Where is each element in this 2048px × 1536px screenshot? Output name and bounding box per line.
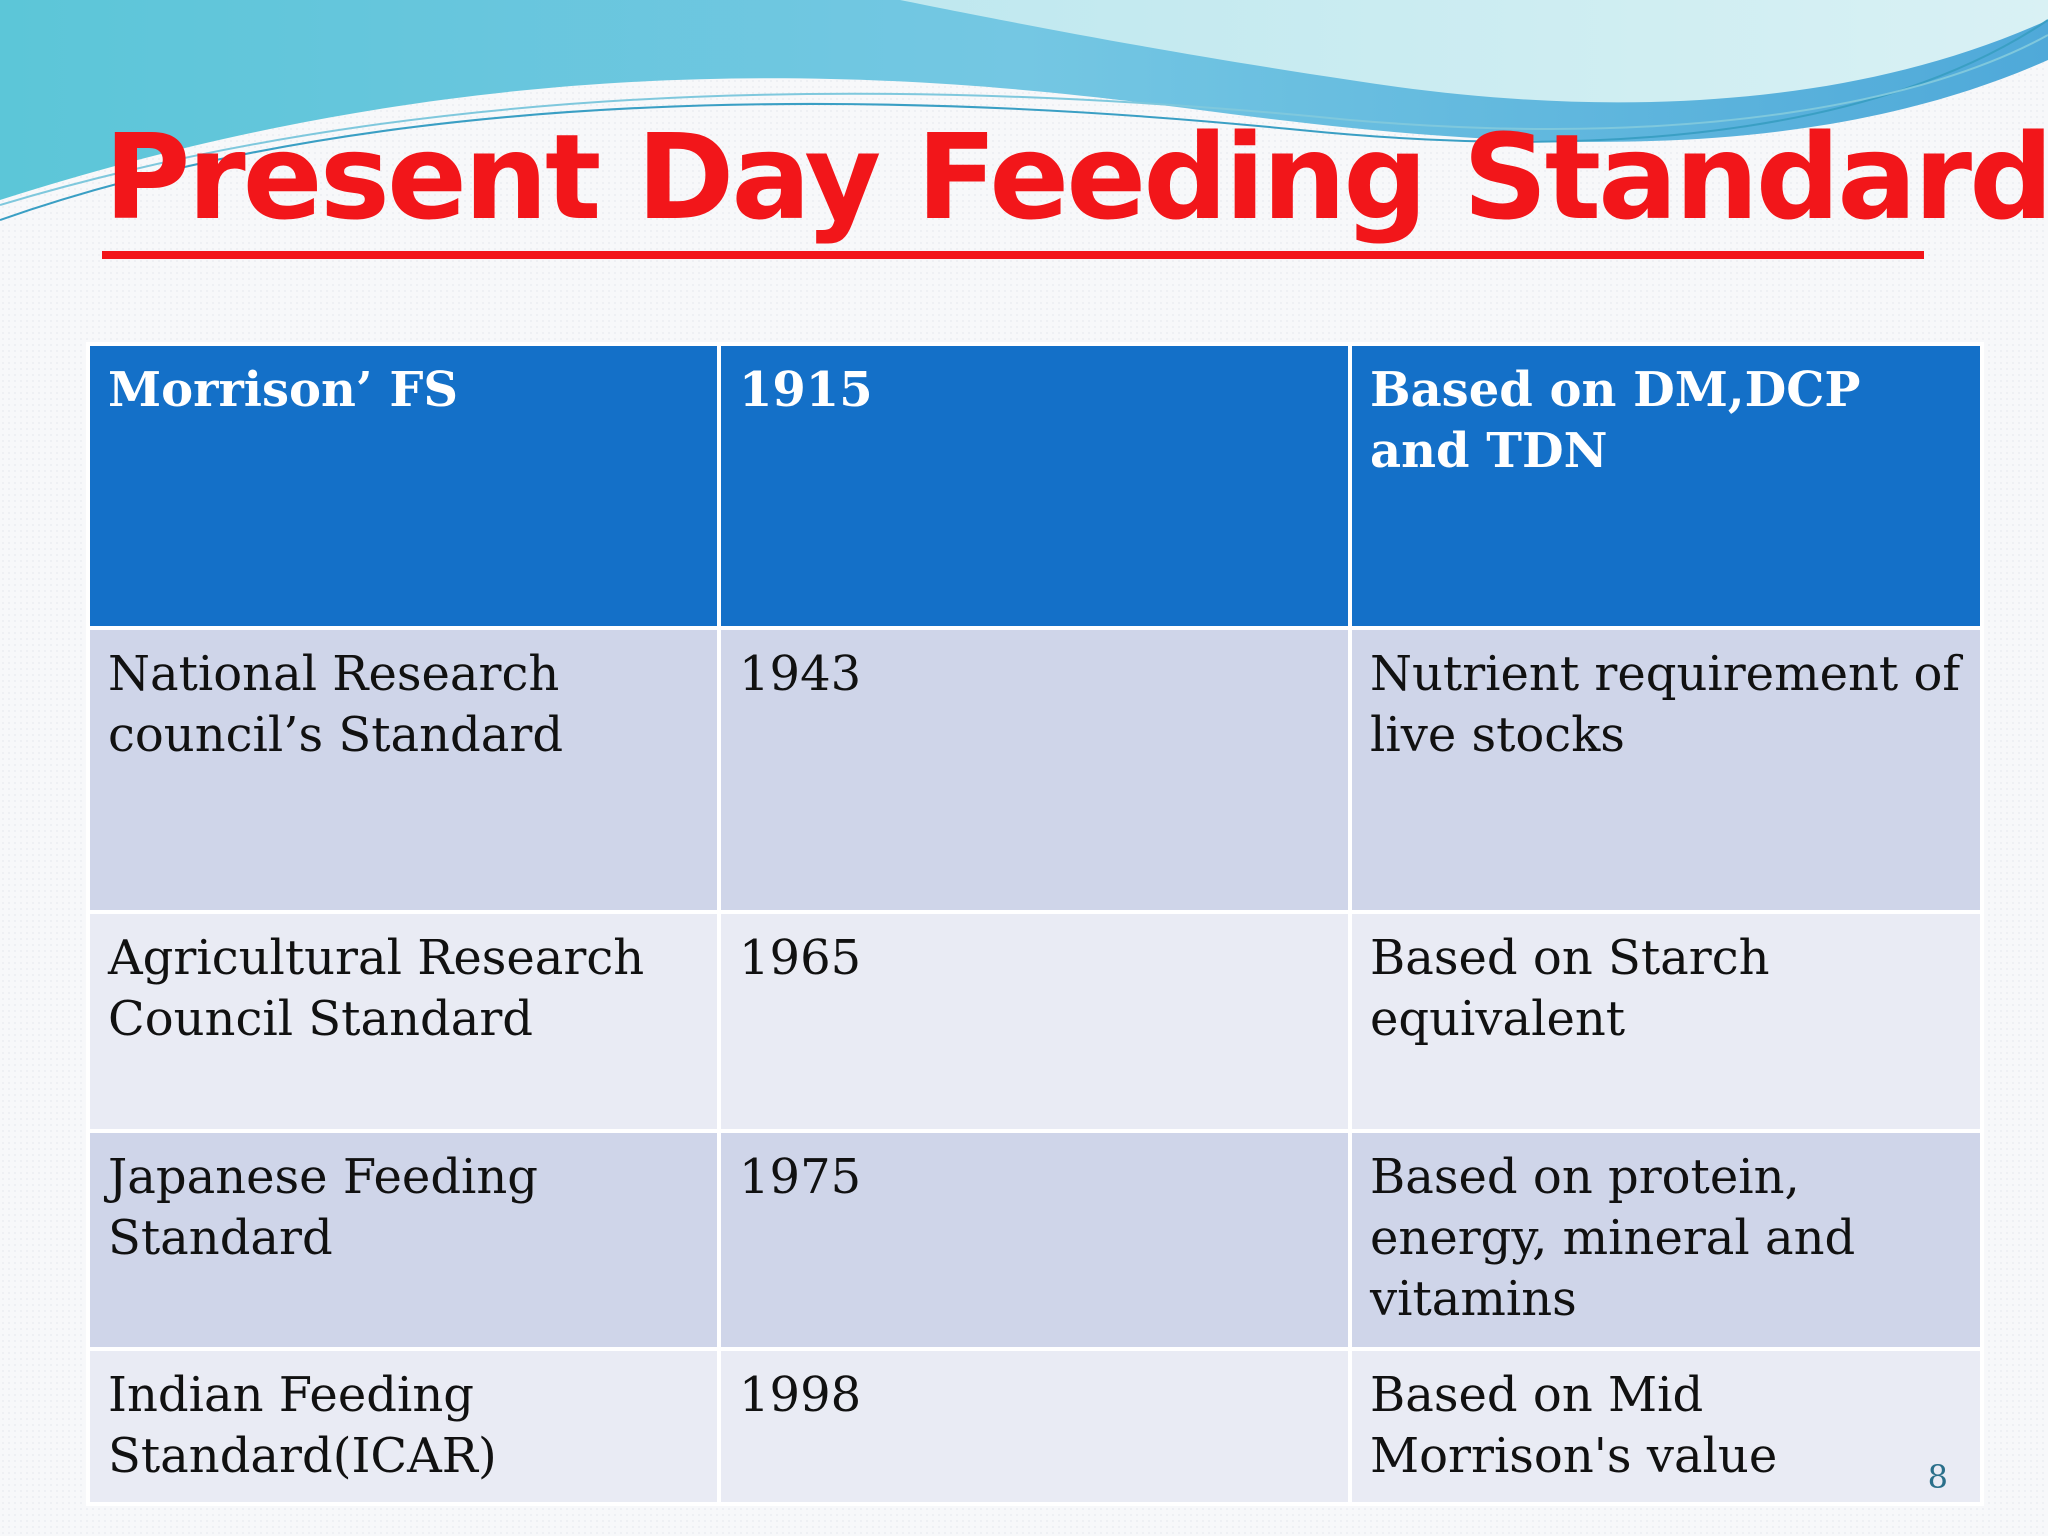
year-cell: 1965 [717,910,1352,1133]
table-row: National Research council’s Standard 194… [86,626,1984,914]
year-cell: 1915 [717,342,1352,630]
basis-cell: Nutrient requirement of live stocks [1348,626,1984,914]
standard-cell: Japanese Feeding Standard [86,1129,721,1351]
page-number: 8 [1927,1458,1948,1496]
table-row: Morrison’ FS 1915 Based on DM,DCP and TD… [86,342,1984,630]
title-underline [102,251,1924,259]
year-cell: 1943 [717,626,1352,914]
table-row: Japanese Feeding Standard 1975 Based on … [86,1129,1984,1351]
decorative-wave-banner [0,0,2048,221]
slide-title: Present Day Feeding Standards [104,108,2048,246]
basis-cell: Based on protein, energy, mineral and vi… [1348,1129,1984,1351]
basis-cell: Based on Mid Morrison's value [1348,1347,1984,1506]
feeding-standards-table: Morrison’ FS 1915 Based on DM,DCP and TD… [86,342,1984,1506]
year-cell: 1998 [717,1347,1352,1506]
year-cell: 1975 [717,1129,1352,1351]
table-row: Indian Feeding Standard(ICAR) 1998 Based… [86,1347,1984,1506]
standard-cell: Morrison’ FS [86,342,721,630]
table-row: Agricultural Research Council Standard 1… [86,910,1984,1133]
standard-cell: Agricultural Research Council Standard [86,910,721,1133]
basis-cell: Based on DM,DCP and TDN [1348,342,1984,630]
standard-cell: Indian Feeding Standard(ICAR) [86,1347,721,1506]
standard-cell: National Research council’s Standard [86,626,721,914]
basis-cell: Based on Starch equivalent [1348,910,1984,1133]
